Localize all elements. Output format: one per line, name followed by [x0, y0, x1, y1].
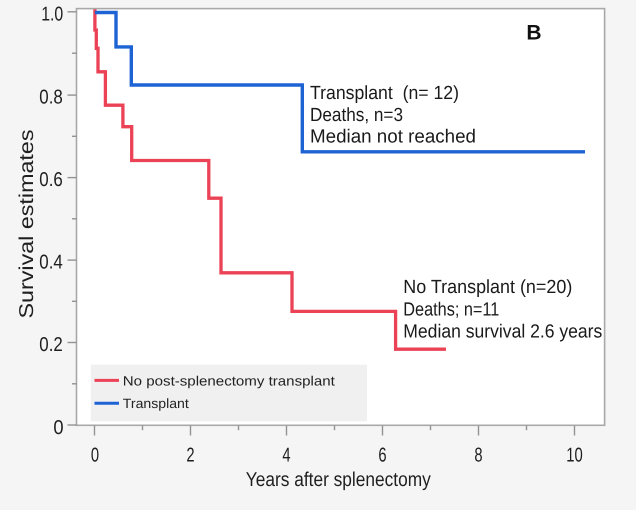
- svg-text:0.6: 0.6: [39, 169, 63, 191]
- svg-text:0.2: 0.2: [39, 334, 63, 356]
- svg-text:No Transplant (n=20): No Transplant (n=20): [403, 277, 572, 298]
- svg-text:8: 8: [474, 445, 482, 467]
- svg-text:4: 4: [282, 445, 290, 467]
- svg-text:Years after splenectomy: Years after splenectomy: [246, 469, 431, 491]
- svg-text:0.4: 0.4: [39, 251, 63, 273]
- svg-text:Survival estimates: Survival estimates: [16, 130, 38, 319]
- svg-text:No post-splenectomy transplant: No post-splenectomy transplant: [123, 373, 335, 388]
- svg-text:2: 2: [186, 445, 194, 467]
- svg-text:Median survival 2.6 years: Median survival 2.6 years: [403, 321, 602, 342]
- svg-text:10: 10: [566, 445, 583, 467]
- svg-text:Deaths, n=3: Deaths, n=3: [310, 105, 403, 126]
- svg-text:Median not reached: Median not reached: [310, 127, 476, 148]
- svg-text:B: B: [526, 21, 541, 44]
- svg-text:0: 0: [91, 445, 99, 467]
- svg-text:Deaths; n=11: Deaths; n=11: [403, 299, 499, 320]
- svg-text:Transplant: Transplant: [123, 396, 189, 411]
- svg-text:6: 6: [378, 445, 386, 467]
- svg-text:1.0: 1.0: [41, 4, 63, 26]
- svg-text:0.8: 0.8: [39, 86, 63, 108]
- svg-text:Transplant (n= 12): Transplant (n= 12): [310, 83, 459, 104]
- svg-text:0: 0: [53, 417, 63, 439]
